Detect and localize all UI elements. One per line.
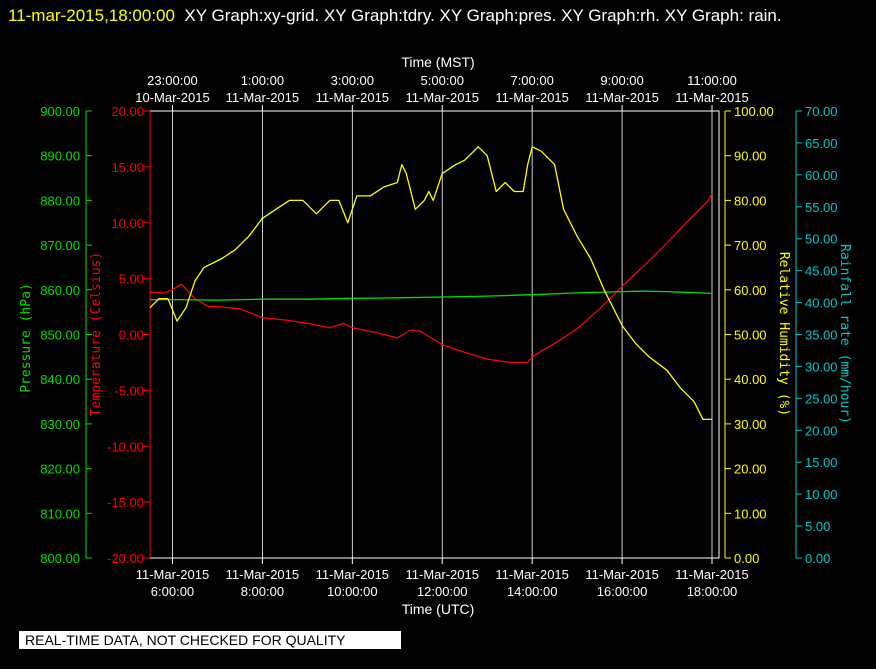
temperature-axis: -20.00 -15.00 -10.00 -5.00 0.00 5.00 10.00 15.0… <box>107 104 151 566</box>
temperature-axis-tick-label: -10.00 <box>107 439 144 454</box>
rain-axis-tick-label: 30.00 <box>805 359 838 374</box>
rh-axis-tick-label: 0.00 <box>734 551 759 566</box>
x-top-time: 7:00:00 <box>510 73 553 88</box>
plot-frame <box>149 110 720 559</box>
graph-list: XY Graph:xy-grid. XY Graph:tdry. XY Grap… <box>184 6 782 25</box>
timestamp: 11-mar-2015,18:00:00 <box>8 6 175 25</box>
x-top-time: 5:00:00 <box>421 73 464 88</box>
rh-axis-tick-label: 10.00 <box>734 506 767 521</box>
pressure-axis-tick-label: 880.00 <box>40 193 80 208</box>
grid-lines <box>172 111 713 558</box>
pressure-axis-tick-label: 900.00 <box>40 104 80 119</box>
x-top-time: 11:00:00 <box>687 73 737 88</box>
temperature-axis-tick-label: -5.00 <box>114 383 144 398</box>
x-axis-bottom: 11-Mar-2015 6:00:00 11-Mar-2015 8:00:00 11-M… <box>136 558 749 599</box>
pressure-axis-tick-label: 810.00 <box>40 506 80 521</box>
chart-title-bar: 11-mar-2015,18:00:00 XY Graph:xy-grid. X… <box>8 2 868 29</box>
pressure-axis-tick-label: 820.00 <box>40 462 80 477</box>
pressure-axis-tick-label: 800.00 <box>40 551 80 566</box>
rain-axis-tick-label: 65.00 <box>805 136 838 151</box>
x-top-time: 1:00:00 <box>241 73 284 88</box>
rain-axis-tick-label: 60.00 <box>805 168 838 183</box>
x-axis-top: 23:00:00 10-Mar-2015 1:00:00 11-Mar-2015 3:0… <box>135 73 749 111</box>
x-bottom-date: 11-Mar-2015 <box>316 567 389 582</box>
x-top-date: 11-Mar-2015 <box>495 90 568 105</box>
rain-axis-tick-label: 35.00 <box>805 328 838 343</box>
rh-axis-tick-label: 40.00 <box>734 372 767 387</box>
rh-axis: 0.00 10.00 20.00 30.00 40.00 50.00 60.00 70.00 8… <box>724 104 774 566</box>
x-bottom-label: Time (UTC) <box>402 601 475 617</box>
rh-axis-tick-label: 100.00 <box>734 104 774 119</box>
temperature-axis-tick-label: 20.00 <box>111 104 144 119</box>
temperature-axis-tick-label: 15.00 <box>111 160 144 175</box>
rain-axis-tick-label: 5.00 <box>805 519 830 534</box>
x-bottom-time: 18:00:00 <box>687 584 738 599</box>
temperature-series-line <box>149 193 713 364</box>
pressure-axis-tick-label: 890.00 <box>40 149 80 164</box>
rain-axis-tick-label: 50.00 <box>805 232 838 247</box>
x-bottom-time: 16:00:00 <box>597 584 648 599</box>
pressure-axis-tick-label: 830.00 <box>40 417 80 432</box>
temperature-axis-tick-label: 5.00 <box>119 272 144 287</box>
temperature-axis-label: Temperature (Celsius) <box>89 252 104 416</box>
rain-axis-label: Rainfall rate (mm/hour) <box>837 244 852 424</box>
rh-axis-tick-label: 50.00 <box>734 328 767 343</box>
x-bottom-date: 11-Mar-2015 <box>226 567 299 582</box>
x-bottom-date: 11-Mar-2015 <box>406 567 479 582</box>
rain-axis: 0.00 5.00 10.00 15.00 20.00 25.00 30.00 35.00 40… <box>795 104 838 566</box>
temperature-axis-tick-label: 10.00 <box>111 216 144 231</box>
pressure-axis-tick-label: 870.00 <box>40 238 80 253</box>
pressure-axis-tick-label: 840.00 <box>40 372 80 387</box>
rain-axis-tick-label: 55.00 <box>805 200 838 215</box>
pressure-series-line <box>150 290 713 301</box>
rh-axis-tick-label: 20.00 <box>734 462 767 477</box>
x-top-date: 10-Mar-2015 <box>135 90 209 105</box>
rain-axis-tick-label: 25.00 <box>805 391 838 406</box>
x-bottom-date: 11-Mar-2015 <box>675 567 748 582</box>
x-bottom-time: 6:00:00 <box>151 584 194 599</box>
x-top-time: 23:00:00 <box>147 73 198 88</box>
x-top-date: 11-Mar-2015 <box>585 90 658 105</box>
temperature-axis-tick-label: -20.00 <box>107 551 144 566</box>
x-top-label: Time (MST) <box>401 54 474 70</box>
temperature-axis-tick-label: 0.00 <box>119 328 144 343</box>
pressure-axis-tick-label: 850.00 <box>40 328 80 343</box>
x-bottom-time: 8:00:00 <box>241 584 284 599</box>
series-group <box>149 146 713 421</box>
rain-axis-tick-label: 0.00 <box>805 551 830 566</box>
temperature-axis-tick-label: -15.00 <box>107 495 144 510</box>
rain-axis-tick-label: 40.00 <box>805 296 838 311</box>
pressure-axis-label: Pressure (hPa) <box>19 283 34 393</box>
rh-axis-tick-label: 30.00 <box>734 417 767 432</box>
rh-axis-tick-label: 70.00 <box>734 238 767 253</box>
x-top-time: 9:00:00 <box>600 73 643 88</box>
quality-notice: REAL-TIME DATA, NOT CHECKED FOR QUALITY <box>19 631 401 649</box>
pressure-axis-tick-label: 860.00 <box>40 283 80 298</box>
rain-axis-tick-label: 10.00 <box>805 487 838 502</box>
x-bottom-date: 11-Mar-2015 <box>136 567 209 582</box>
x-bottom-date: 11-Mar-2015 <box>585 567 658 582</box>
rh-axis-tick-label: 80.00 <box>734 193 767 208</box>
x-bottom-time: 12:00:00 <box>417 584 468 599</box>
x-top-date: 11-Mar-2015 <box>406 90 479 105</box>
x-top-date: 11-Mar-2015 <box>675 90 748 105</box>
pressure-axis: 800.00 810.00 820.00 830.00 840.00 850.00 860.… <box>40 104 92 566</box>
x-top-date: 11-Mar-2015 <box>316 90 389 105</box>
x-top-date: 11-Mar-2015 <box>226 90 299 105</box>
x-bottom-time: 10:00:00 <box>327 584 378 599</box>
x-bottom-date: 11-Mar-2015 <box>495 567 568 582</box>
rh-series-line <box>149 146 712 421</box>
x-top-time: 3:00:00 <box>331 73 374 88</box>
x-bottom-time: 14:00:00 <box>507 584 558 599</box>
rain-axis-tick-label: 45.00 <box>805 264 838 279</box>
rh-axis-tick-label: 90.00 <box>734 149 767 164</box>
rh-axis-tick-label: 60.00 <box>734 283 767 298</box>
rain-axis-tick-label: 15.00 <box>805 455 838 470</box>
rain-axis-tick-label: 20.00 <box>805 423 838 438</box>
rain-axis-tick-label: 70.00 <box>805 104 838 119</box>
rh-axis-label: Relative Humidity (%) <box>776 252 791 416</box>
